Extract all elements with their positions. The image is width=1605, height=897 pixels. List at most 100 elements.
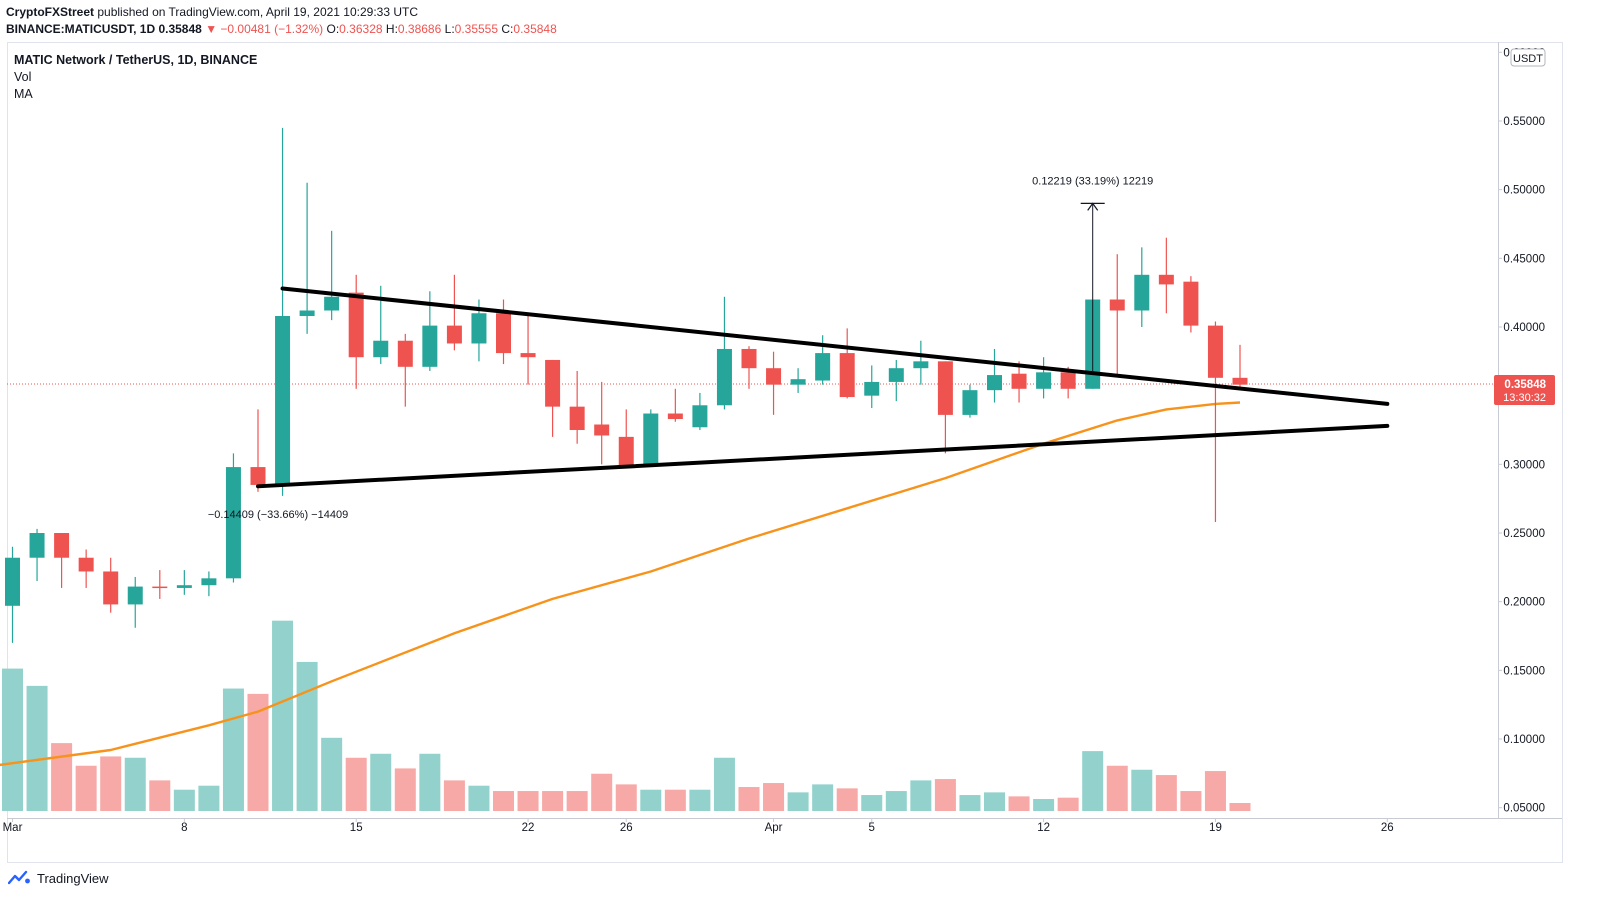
candle-body (152, 586, 168, 589)
volume-bar (689, 789, 711, 811)
legend-title[interactable]: MATIC Network / TetherUS, 1D, BINANCE (14, 53, 258, 67)
price-tick-label: 0.05000 (1503, 803, 1545, 815)
volume-bar (812, 784, 834, 811)
price-axis[interactable]: 0.600000.550000.500000.450000.400000.350… (1494, 47, 1555, 815)
volume-bar (321, 737, 343, 811)
time-tick-label: 8 (181, 822, 187, 834)
volume-bar (493, 791, 514, 811)
time-tick-label: 22 (522, 822, 535, 834)
candle-body (103, 571, 119, 605)
ohlc-low-value: 0.35555 (454, 22, 499, 36)
volume-bar (934, 779, 956, 811)
candle-body (446, 325, 462, 344)
volume-bar (1057, 797, 1079, 811)
tradingview-footer[interactable]: TradingView (8, 870, 109, 886)
currency-box (1510, 48, 1546, 67)
price-tick-label: 0.55000 (1503, 116, 1545, 128)
volume-bar (566, 791, 588, 811)
candle-body (1011, 373, 1027, 389)
currency-label: USDT (1513, 53, 1543, 65)
candle-body (422, 325, 438, 367)
volume-bar (836, 788, 858, 811)
price-tick-label: 0.15000 (1503, 665, 1545, 677)
candle-body (569, 406, 585, 430)
publisher-name: CryptoFXStreet (6, 5, 95, 19)
time-tick-label: 26 (1381, 822, 1394, 834)
candle-body (937, 361, 953, 415)
candle-body (201, 578, 217, 586)
moving-average (0, 401, 1241, 767)
volume-bar (345, 757, 367, 811)
time-tick-label: Mar (3, 822, 23, 834)
candle-body (643, 413, 659, 466)
ohlc-open-value: 0.36328 (339, 22, 383, 36)
price-tick-label: 0.45000 (1503, 253, 1545, 265)
tradingview-logo-icon (8, 870, 30, 885)
ohlc-close-value: 0.35848 (513, 22, 557, 36)
candle-body (373, 340, 389, 358)
candle-body (275, 316, 291, 485)
trendline-upper (280, 286, 1390, 406)
time-tick-label: 12 (1037, 822, 1050, 834)
time-tick-label: 5 (869, 822, 875, 834)
price-tick-label: 0.40000 (1503, 322, 1545, 334)
volume-bar (910, 780, 932, 811)
candle-body (250, 467, 266, 485)
tradingview-brand: TradingView (37, 870, 109, 886)
volume-bar (247, 693, 269, 811)
last-price-text: 0.35848 (158, 22, 202, 36)
publish-text: published on TradingView.com, April 19, … (97, 5, 419, 19)
legend-vol[interactable]: Vol (14, 70, 32, 84)
candle-body (1134, 274, 1150, 311)
candle-body (471, 313, 487, 344)
candle-body (176, 585, 192, 588)
volume-bar (1229, 803, 1251, 811)
candle-body (962, 390, 978, 415)
time-tick-label: 15 (350, 822, 363, 834)
candle-body (913, 361, 929, 369)
annotations: 0.12219 (33.19%) 12219 −0.14409 (−33.66%)… (208, 175, 1153, 521)
ohlc-open-key: O: (326, 22, 340, 36)
publish-info: CryptoFXStreet published on TradingView.… (6, 4, 418, 20)
volume-bar (738, 787, 760, 811)
volume-bar (787, 792, 809, 811)
candle-body (888, 368, 904, 382)
volume-bar (198, 785, 220, 811)
volume-bar (173, 789, 195, 811)
candle-body (1036, 372, 1052, 389)
volume-bar (296, 661, 318, 811)
candle-body (1060, 372, 1076, 389)
volume-bar (1008, 796, 1030, 811)
volume-bar (2, 668, 23, 811)
candle-body (397, 340, 413, 367)
time-tick-label: 19 (1209, 822, 1222, 834)
volume-bar (75, 765, 97, 811)
volume-bar (640, 789, 662, 811)
candle-body (324, 296, 340, 311)
candle-body (1109, 299, 1125, 311)
measure-label-up: 0.12219 (33.19%) 12219 (1032, 175, 1153, 187)
volume-bar (1155, 775, 1177, 811)
volume-bar (51, 743, 73, 811)
legend-ma[interactable]: MA (14, 87, 33, 101)
price-tick-label: 0.10000 (1503, 734, 1545, 746)
volume-bar (443, 780, 465, 811)
price-tick-label: 0.30000 (1503, 459, 1545, 471)
candle-body (864, 381, 880, 396)
ma-line (0, 401, 1241, 767)
candle-body (78, 557, 94, 572)
time-axis[interactable]: Mar 8 15 22 26 Apr 5 12 19 26 (3, 818, 1394, 834)
volume-bar (713, 757, 735, 811)
volume-bar (124, 757, 146, 811)
time-tick-label: 26 (620, 822, 633, 834)
volume-bar (1180, 791, 1202, 811)
volume-bars (2, 620, 1251, 811)
candle-body (520, 353, 536, 358)
countdown-label: 13:30:32 (1503, 392, 1546, 404)
volume-bar (1204, 771, 1226, 811)
candle-body (987, 375, 1002, 391)
volume-bar (272, 620, 294, 811)
volume-bar (763, 783, 785, 811)
trendline-lower (256, 423, 1390, 489)
